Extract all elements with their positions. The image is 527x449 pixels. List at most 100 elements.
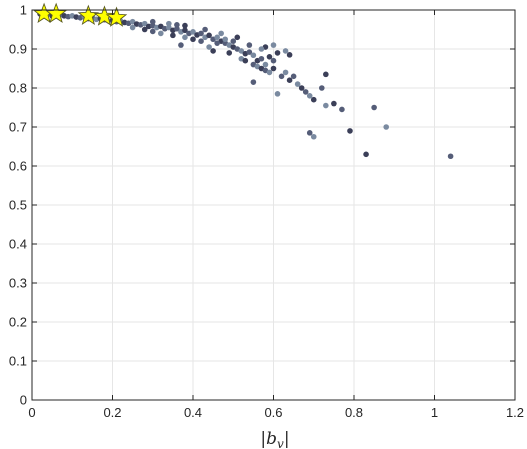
data-point — [230, 38, 237, 44]
data-point — [258, 46, 265, 52]
data-point — [190, 36, 196, 43]
data-point — [246, 49, 253, 55]
data-point — [174, 25, 180, 32]
data-point — [166, 20, 172, 27]
data-point — [170, 32, 176, 39]
data-point — [242, 57, 249, 64]
data-point — [339, 106, 345, 113]
data-point — [298, 85, 305, 91]
y-tick-label: 0.4 — [9, 237, 27, 252]
data-point — [447, 153, 454, 160]
data-point — [206, 32, 212, 39]
data-point — [149, 18, 156, 25]
data-point — [363, 151, 369, 158]
star-marker — [105, 6, 128, 27]
data-point — [270, 42, 277, 48]
data-point — [246, 42, 253, 48]
data-point — [141, 26, 148, 33]
data-point — [226, 50, 233, 56]
data-point — [286, 52, 293, 58]
data-point — [198, 30, 204, 37]
x-tick-labels: 0 0.2 0.4 0.6 0.8 1 1.2 — [28, 405, 524, 420]
data-point — [262, 61, 269, 68]
data-point — [166, 24, 172, 31]
y-tick-label: 0.7 — [9, 120, 27, 135]
data-point — [347, 128, 353, 134]
data-point — [178, 42, 184, 48]
data-point — [129, 24, 136, 31]
data-point — [310, 133, 317, 140]
x-axis-label-bar-right: | — [284, 429, 290, 449]
y-tick-label: 1 — [20, 3, 27, 18]
star-markers — [33, 2, 128, 27]
x-tick-label: 0 — [28, 405, 35, 420]
y-tick-label: 0.8 — [9, 81, 27, 96]
data-point — [302, 89, 309, 95]
star-marker — [45, 2, 67, 24]
x-tick-label: 1 — [431, 405, 438, 420]
data-point — [198, 38, 204, 44]
grid-lines — [32, 10, 515, 400]
y-tick-label: 0 — [20, 393, 27, 408]
data-point — [202, 26, 208, 33]
data-point — [190, 29, 196, 35]
data-point — [266, 69, 273, 76]
data-point — [214, 34, 220, 41]
data-point — [141, 20, 148, 27]
data-point — [323, 71, 329, 78]
data-point — [149, 28, 156, 35]
data-point — [214, 40, 220, 46]
data-point — [278, 73, 285, 80]
data-point — [274, 50, 281, 56]
data-point — [206, 44, 212, 50]
data-point — [383, 124, 390, 130]
x-tick-label: 0.4 — [184, 405, 202, 420]
data-point — [306, 93, 313, 99]
data-point — [266, 54, 273, 60]
axes — [31, 9, 516, 401]
data-point — [286, 77, 293, 83]
data-point — [310, 96, 317, 103]
x-axis-label-variable: b — [266, 429, 277, 449]
data-point — [282, 69, 289, 76]
data-point — [238, 48, 245, 54]
data-point — [270, 57, 277, 64]
y-tick-label: 0.3 — [9, 276, 27, 291]
y-tick-label: 0.2 — [9, 315, 27, 330]
data-point — [210, 48, 216, 54]
x-axis-label-subscript: v — [277, 437, 284, 449]
data-point — [250, 79, 257, 85]
star-marker — [93, 5, 116, 26]
y-tick-label: 0.5 — [9, 198, 27, 213]
data-point — [306, 130, 313, 136]
x-tick-label: 0.8 — [345, 405, 363, 420]
x-tick-label: 1.2 — [506, 405, 524, 420]
data-point — [182, 22, 188, 29]
data-point — [270, 65, 277, 72]
data-point — [182, 27, 188, 34]
data-point — [331, 100, 337, 107]
data-point — [371, 104, 377, 111]
data-point — [258, 55, 265, 62]
data-point — [218, 30, 224, 37]
x-axis-label-bar-left: | — [260, 429, 266, 449]
star-marker — [77, 4, 100, 25]
x-tick-label: 0.6 — [264, 405, 282, 420]
data-point — [323, 102, 329, 109]
data-point — [158, 30, 164, 37]
x-axis-label: |bv| — [260, 429, 289, 449]
data-points — [37, 9, 454, 160]
data-point — [182, 34, 188, 41]
x-tick-label: 0.2 — [103, 405, 121, 420]
data-point — [290, 73, 297, 80]
y-tick-label: 0.6 — [9, 159, 27, 174]
data-point — [174, 22, 180, 28]
data-point — [319, 85, 325, 91]
y-tick-labels: 0 0.1 0.2 0.3 0.4 0.5 0.6 0.7 0.8 0.9 1 — [9, 3, 27, 408]
y-tick-label: 0.1 — [9, 354, 27, 369]
data-point — [222, 36, 228, 43]
data-point — [274, 91, 281, 97]
data-point — [282, 48, 289, 54]
data-point — [250, 52, 257, 59]
